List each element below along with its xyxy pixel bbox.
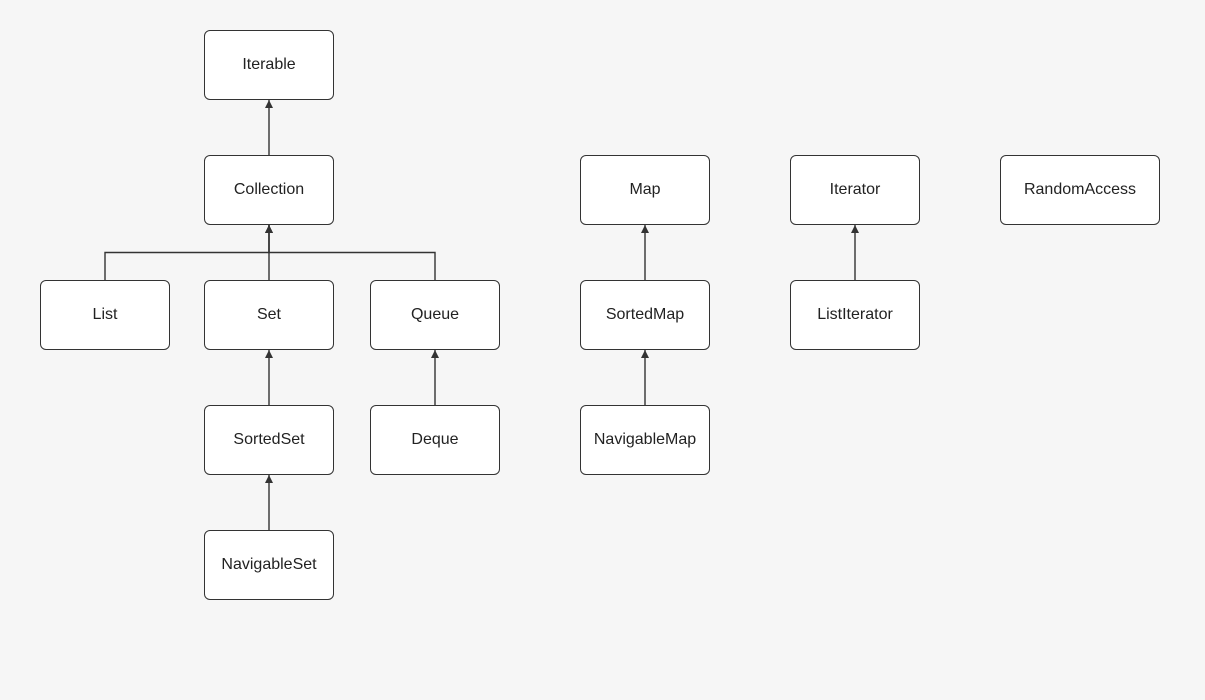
node-sortedset: SortedSet [204,405,334,475]
node-list: List [40,280,170,350]
node-set: Set [204,280,334,350]
node-label: SortedMap [606,306,684,324]
node-label: Iterable [242,56,295,74]
node-label: Collection [234,181,304,199]
node-map: Map [580,155,710,225]
node-label: List [93,306,118,324]
node-label: ListIterator [817,306,893,324]
node-label: Queue [411,306,459,324]
edges-layer [0,0,1205,700]
node-label: Iterator [830,181,881,199]
node-randomaccess: RandomAccess [1000,155,1160,225]
node-label: RandomAccess [1024,181,1136,199]
node-label: NavigableSet [221,556,316,574]
node-deque: Deque [370,405,500,475]
edge-queue-to-collection [269,225,435,280]
diagram-canvas: Iterable Collection List Set Queue SortedSet D… [0,0,1205,700]
node-label: NavigableMap [594,431,696,449]
node-label: Set [257,306,281,324]
node-sortedmap: SortedMap [580,280,710,350]
node-navigableset: NavigableSet [204,530,334,600]
node-queue: Queue [370,280,500,350]
node-listiterator: ListIterator [790,280,920,350]
node-iterable: Iterable [204,30,334,100]
node-label: Deque [411,431,458,449]
node-label: SortedSet [233,431,304,449]
edge-list-to-collection [105,225,269,280]
node-label: Map [629,181,660,199]
node-navigablemap: NavigableMap [580,405,710,475]
node-collection: Collection [204,155,334,225]
node-iterator: Iterator [790,155,920,225]
